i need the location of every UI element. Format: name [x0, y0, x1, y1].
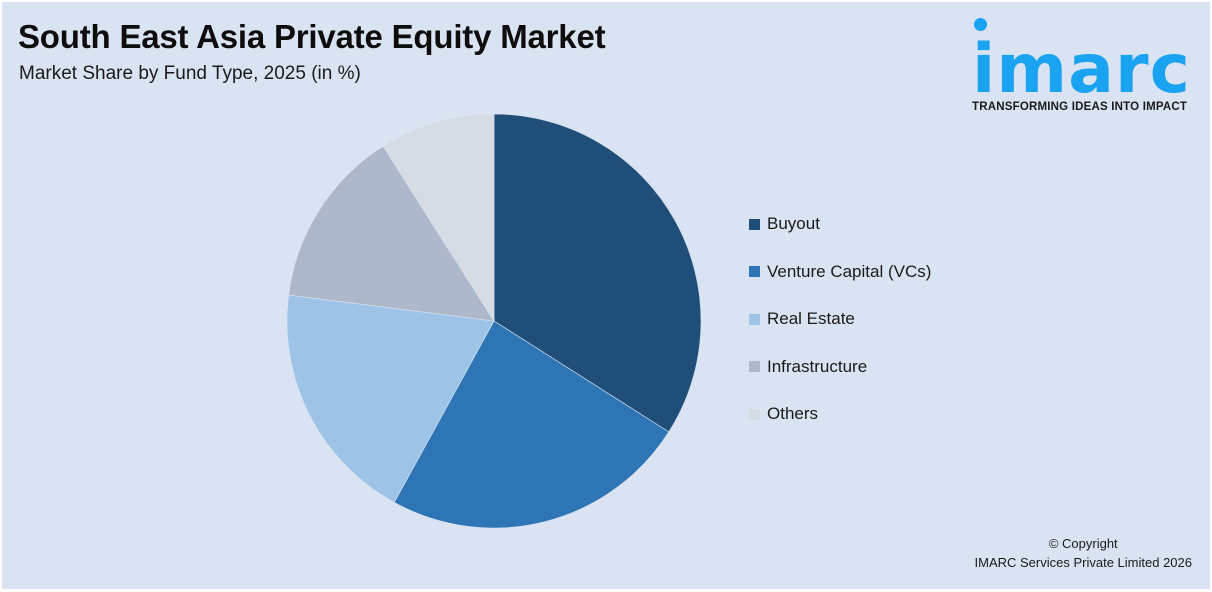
- legend-swatch-icon: [749, 361, 760, 372]
- legend-swatch-icon: [749, 313, 760, 325]
- pie-slice-real-estate: [286, 294, 495, 503]
- chart-subtitle: Market Share by Fund Type, 2025 (in %): [19, 63, 361, 84]
- legend-swatch-icon: [749, 266, 760, 277]
- logo-wordmark: imarc: [972, 30, 1191, 109]
- legend-swatch-icon: [749, 408, 760, 420]
- legend-label: Buyout: [767, 214, 820, 233]
- copyright-line-2: IMARC Services Private Limited 2026: [974, 555, 1192, 570]
- pie-slice-others: [382, 113, 495, 323]
- logo-dot-icon: [974, 18, 987, 31]
- legend-label: Others: [767, 404, 819, 423]
- legend-label: Venture Capital (VCs): [767, 261, 932, 281]
- legend-label: Real Estate: [767, 309, 855, 328]
- copyright-notice: © Copyright IMARC Services Private Limit…: [975, 534, 1192, 572]
- pie-slice-infrastructure: [288, 145, 495, 322]
- legend-item: Buyout: [749, 212, 820, 236]
- imarc-logo: imarc TRANSFORMING IDEAS INTO IMPACT: [968, 14, 1204, 116]
- legend-item: Real Estate: [749, 307, 855, 331]
- pie-slice-venture-capital-vcs: [393, 320, 670, 529]
- chart-title: South East Asia Private Equity Market: [18, 18, 606, 55]
- legend-item: Infrastructure: [749, 355, 867, 379]
- legend-item: Venture Capital (VCs): [749, 260, 931, 284]
- legend-item: Others: [749, 402, 818, 426]
- legend-swatch-icon: [749, 218, 760, 230]
- pie-slice-buyout: [493, 113, 702, 433]
- logo-tagline: TRANSFORMING IDEAS INTO IMPACT: [972, 101, 1188, 113]
- legend-label: Infrastructure: [767, 356, 868, 376]
- copyright-line-1: © Copyright: [1048, 536, 1118, 551]
